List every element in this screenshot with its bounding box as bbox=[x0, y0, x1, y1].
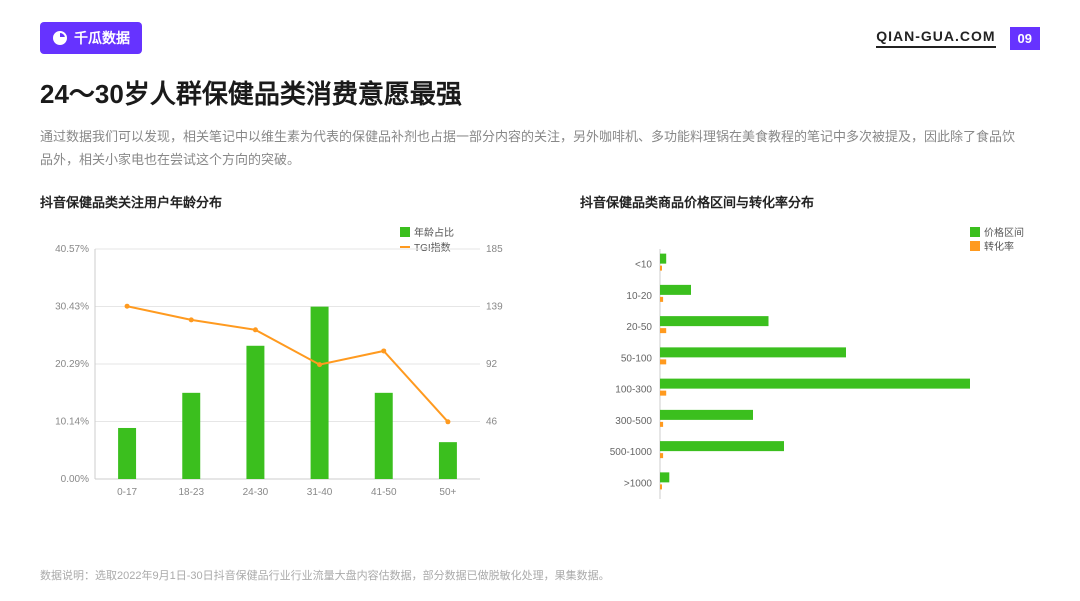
chart-right-svg: 价格区间转化率 <10 10-20 20-50 50-100 100-300 300-500… bbox=[580, 219, 1040, 509]
svg-text:100-300: 100-300 bbox=[615, 384, 652, 395]
svg-text:30.43%: 30.43% bbox=[55, 301, 89, 312]
hbar-b bbox=[660, 265, 662, 270]
svg-text:18-23: 18-23 bbox=[178, 487, 204, 498]
hbar-a bbox=[660, 347, 846, 357]
hbar-b bbox=[660, 453, 663, 458]
hbar-a bbox=[660, 441, 784, 451]
content: 24～30岁人群保健品类消费意愿最强 通过数据我们可以发现，相关笔记中以维生素为… bbox=[0, 54, 1080, 509]
hbar-b bbox=[660, 359, 666, 364]
hbar-b bbox=[660, 328, 666, 333]
svg-text:31-40: 31-40 bbox=[307, 487, 333, 498]
brand-badge: 千瓜数据 bbox=[40, 22, 142, 54]
svg-text:41-50: 41-50 bbox=[371, 487, 397, 498]
svg-text:185: 185 bbox=[486, 244, 503, 255]
page-title: 24～30岁人群保健品类消费意愿最强 bbox=[40, 74, 1040, 111]
svg-text:10-20: 10-20 bbox=[626, 291, 652, 302]
hbar-b bbox=[660, 297, 663, 302]
svg-text:24-30: 24-30 bbox=[243, 487, 269, 498]
svg-text:46: 46 bbox=[486, 416, 498, 427]
bar bbox=[311, 306, 329, 478]
svg-text:139: 139 bbox=[486, 301, 503, 312]
svg-text:40.57%: 40.57% bbox=[55, 244, 89, 255]
hbar-b bbox=[660, 390, 666, 395]
brand-text: 千瓜数据 bbox=[74, 28, 130, 48]
chart-right-title: 抖音保健品类商品价格区间与转化率分布 bbox=[580, 192, 1040, 211]
svg-text:0.00%: 0.00% bbox=[61, 474, 89, 485]
svg-text:500-1000: 500-1000 bbox=[610, 447, 653, 458]
svg-text:92: 92 bbox=[486, 359, 498, 370]
svg-text:年龄占比: 年龄占比 bbox=[414, 226, 454, 239]
svg-text:50+: 50+ bbox=[439, 487, 456, 498]
hbar-a bbox=[660, 410, 753, 420]
svg-text:>1000: >1000 bbox=[624, 478, 653, 489]
hbar-b bbox=[660, 484, 662, 489]
chart-age-distribution: 抖音保健品类关注用户年龄分布 年龄占比 TGI指数 0.00% 10.14% 20.29… bbox=[40, 192, 520, 509]
site-url: QIAN-GUA.COM bbox=[876, 28, 995, 48]
svg-text:10.14%: 10.14% bbox=[55, 416, 89, 427]
bar bbox=[439, 442, 457, 479]
svg-text:50-100: 50-100 bbox=[621, 353, 653, 364]
bar bbox=[375, 393, 393, 479]
bar bbox=[246, 346, 264, 479]
svg-text:转化率: 转化率 bbox=[984, 240, 1014, 253]
charts-row: 抖音保健品类关注用户年龄分布 年龄占比 TGI指数 0.00% 10.14% 20.29… bbox=[40, 192, 1040, 509]
svg-text:300-500: 300-500 bbox=[615, 416, 652, 427]
hbar-b bbox=[660, 422, 663, 427]
svg-text:0-17: 0-17 bbox=[117, 487, 137, 498]
svg-text:TGI指数: TGI指数 bbox=[414, 241, 451, 254]
description: 通过数据我们可以发现，相关笔记中以维生素为代表的保健品补剂也占据一部分内容的关注… bbox=[40, 125, 1020, 172]
chart-left-title: 抖音保健品类关注用户年龄分布 bbox=[40, 192, 520, 211]
header-right: QIAN-GUA.COM 09 bbox=[876, 27, 1040, 50]
hbar-a bbox=[660, 472, 669, 482]
footnote: 数据说明：选取2022年9月1日-30日抖音保健品行业行业流量大盘内容估数据，部… bbox=[40, 567, 610, 583]
page-number: 09 bbox=[1010, 27, 1040, 50]
hbar-a bbox=[660, 316, 769, 326]
svg-text:20.29%: 20.29% bbox=[55, 359, 89, 370]
chart-left-svg: 年龄占比 TGI指数 0.00% 10.14% 20.29% 30.43% 40.57% 46… bbox=[40, 219, 520, 509]
hbar-a bbox=[660, 378, 970, 388]
brand-icon bbox=[52, 30, 68, 46]
svg-text:<10: <10 bbox=[635, 259, 652, 270]
hbar-a bbox=[660, 285, 691, 295]
bar bbox=[182, 393, 200, 479]
hbar-a bbox=[660, 253, 666, 263]
chart-price-conversion: 抖音保健品类商品价格区间与转化率分布 价格区间转化率 <10 10-20 20-50 5… bbox=[580, 192, 1040, 509]
bar bbox=[118, 428, 136, 479]
svg-text:20-50: 20-50 bbox=[626, 322, 652, 333]
svg-text:价格区间: 价格区间 bbox=[984, 226, 1024, 239]
page-header: 千瓜数据 QIAN-GUA.COM 09 bbox=[0, 0, 1080, 54]
